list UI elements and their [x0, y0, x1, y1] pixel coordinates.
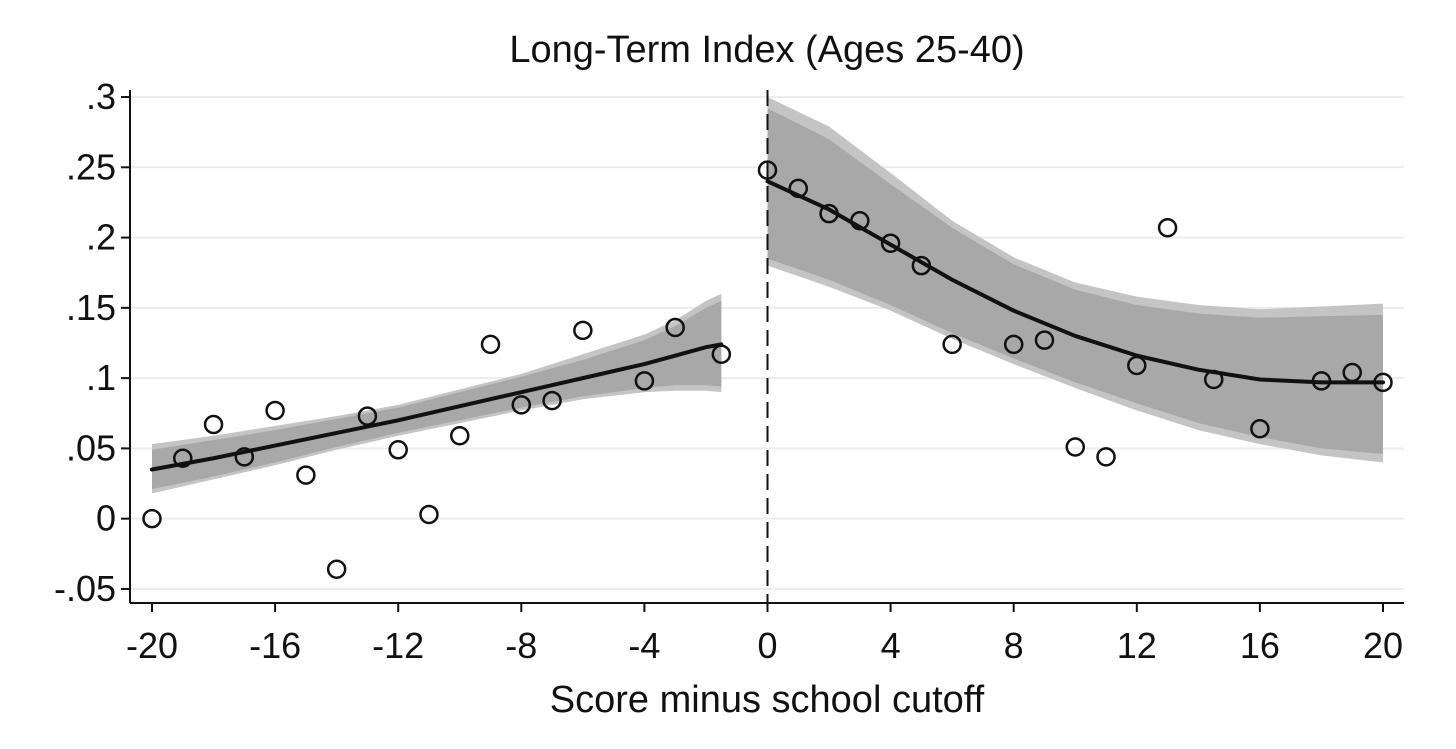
scatter-points [142, 160, 1393, 580]
data-point [850, 210, 870, 231]
axes: -.05 0 .05 .1 .15 .2 .25 .3 -20 -16 -12 -8 -4 0 4 8 12 16… [54, 76, 1404, 666]
data-point [480, 334, 501, 355]
x-tick-label: 8 [1004, 625, 1024, 666]
data-point [388, 440, 408, 460]
data-point [1342, 362, 1362, 383]
data-point [711, 344, 732, 364]
data-point [1250, 418, 1270, 439]
x-tick-label: -16 [249, 625, 301, 666]
data-point [296, 465, 316, 485]
data-point [573, 320, 593, 341]
fit-lines [150, 179, 1385, 472]
data-point [326, 559, 347, 580]
x-tick-label: -20 [126, 625, 178, 666]
data-point [265, 400, 285, 421]
y-tick-label: .2 [86, 217, 116, 258]
data-point [1311, 371, 1332, 391]
data-point [665, 317, 685, 338]
ci-band-inner-right [767, 108, 1383, 455]
data-point [911, 255, 932, 276]
x-tick-label: 0 [757, 625, 777, 666]
data-point [819, 203, 839, 224]
y-tick-label: .25 [66, 146, 116, 187]
x-tick-label: 4 [881, 625, 901, 666]
y-tick-label: .1 [86, 357, 116, 398]
data-point [788, 178, 809, 199]
x-tick-label: 16 [1240, 625, 1280, 666]
y-tick-label: 0 [96, 498, 116, 539]
data-point [142, 508, 162, 529]
y-tick-label: .05 [66, 427, 116, 468]
data-point [1373, 372, 1393, 393]
data-point [757, 160, 778, 180]
data-point [450, 425, 470, 446]
x-tick-label: 12 [1117, 625, 1157, 666]
data-point [542, 390, 562, 411]
data-point [634, 371, 655, 391]
x-tick-label: 20 [1363, 625, 1403, 666]
data-point [357, 406, 378, 426]
chart-title: Long-Term Index (Ages 25-40) [509, 29, 1024, 71]
data-point [1034, 330, 1055, 350]
y-tick-label: -.05 [54, 568, 116, 609]
x-tick-label: -8 [505, 625, 537, 666]
data-point [1157, 217, 1178, 238]
data-point [1065, 437, 1085, 457]
data-point [942, 334, 962, 355]
data-point [880, 233, 901, 253]
data-point [234, 447, 255, 467]
y-tick-label: .15 [66, 287, 116, 328]
fit-line-left [150, 342, 724, 472]
x-tick-label: -12 [372, 625, 424, 666]
data-point [1127, 355, 1147, 376]
data-point [203, 414, 224, 435]
data-point [173, 448, 193, 468]
fit-line-right [765, 179, 1385, 385]
y-tick-label: .3 [86, 76, 116, 117]
data-point [419, 504, 439, 525]
data-point [1096, 447, 1116, 467]
x-axis-title: Score minus school cutoff [550, 679, 985, 721]
data-point [511, 395, 532, 415]
data-point [1203, 369, 1224, 390]
x-tick-label: -4 [628, 625, 660, 666]
data-point [1003, 334, 1024, 355]
